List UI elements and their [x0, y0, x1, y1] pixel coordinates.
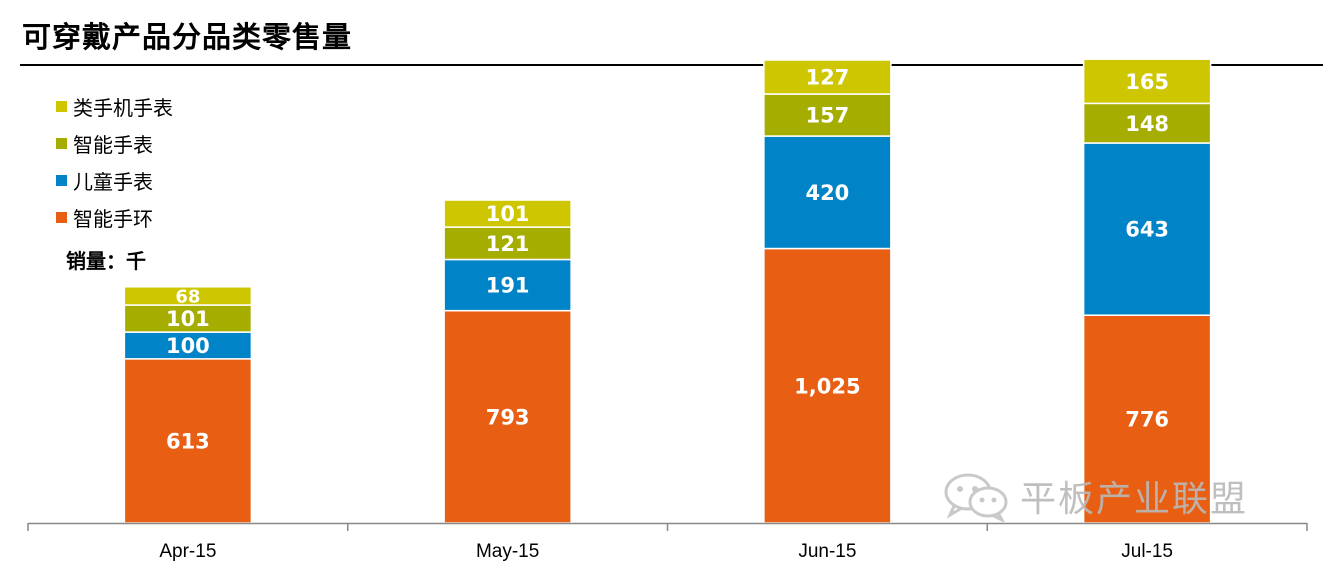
unit-label: 销量：千 [66, 249, 146, 273]
bar-segment [763, 93, 892, 137]
data-label: 148 [1125, 112, 1169, 136]
data-label: 191 [486, 274, 530, 298]
data-label: 420 [805, 181, 849, 205]
data-label: 157 [805, 104, 849, 128]
legend-swatch [56, 138, 67, 149]
legend-label: 智能手环 [73, 207, 153, 231]
bar-segment [123, 358, 253, 524]
legend: 类手机手表 智能手表 儿童手表 智能手环 [56, 88, 173, 236]
bar-segment [443, 226, 572, 261]
bar-segment [763, 247, 892, 524]
data-label: 1,025 [794, 374, 860, 398]
bar-segment [1082, 58, 1212, 105]
bar-segment [123, 304, 253, 333]
data-label: 793 [486, 405, 530, 429]
chart-title: 可穿戴产品分品类零售量 [22, 20, 353, 54]
bar-segment [123, 331, 253, 360]
data-label: 101 [166, 307, 210, 331]
legend-swatch [56, 175, 67, 186]
x-tick-label: Jun-15 [798, 541, 856, 562]
data-label: 101 [486, 202, 530, 226]
data-label: 776 [1125, 408, 1169, 432]
bar-segment [1082, 102, 1212, 144]
x-tick-label: Apr-15 [159, 541, 216, 562]
watermark-text: 平板产业联盟 [1020, 479, 1249, 520]
data-label: 613 [166, 429, 210, 453]
data-label: 127 [805, 66, 849, 90]
data-label: 68 [175, 286, 200, 307]
x-tick-label: Jul-15 [1121, 541, 1173, 562]
legend-item-smart-watch: 智能手表 [56, 125, 173, 162]
bar-segment [763, 135, 892, 250]
legend-label: 智能手表 [73, 133, 153, 157]
wechat-icon [944, 473, 1008, 522]
legend-swatch [56, 101, 67, 112]
legend-swatch [56, 212, 67, 223]
data-label: 100 [166, 334, 210, 358]
data-label: 643 [1125, 218, 1169, 242]
bar-segment [763, 59, 892, 95]
bar-segment [1082, 142, 1212, 316]
bar-segment [443, 258, 572, 312]
legend-item-smartphone-watch: 类手机手表 [56, 88, 173, 125]
bar-segment [1082, 314, 1212, 524]
title-divider [20, 64, 1323, 66]
data-label: 121 [486, 232, 530, 256]
bar-segment [443, 309, 572, 524]
data-label: 165 [1125, 70, 1169, 94]
bar-segment [443, 199, 572, 228]
x-tick-label: May-15 [476, 541, 539, 562]
bar-segment [123, 286, 253, 306]
legend-label: 类手机手表 [73, 96, 173, 120]
legend-label: 儿童手表 [73, 170, 153, 194]
legend-item-smart-band: 智能手环 [56, 199, 173, 236]
legend-item-kids-watch: 儿童手表 [56, 162, 173, 199]
watermark: 平板产业联盟 [940, 470, 1248, 522]
